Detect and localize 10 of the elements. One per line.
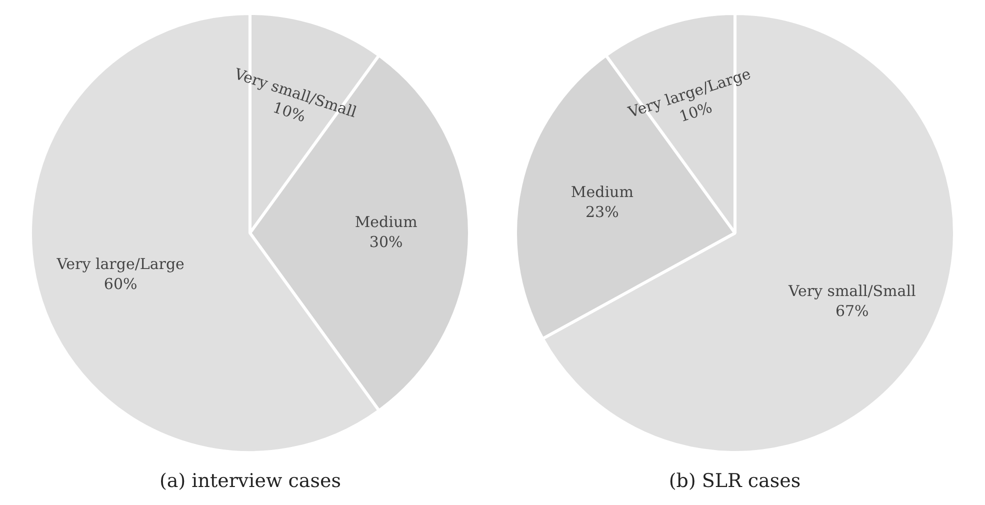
slice-label: Medium bbox=[570, 183, 634, 202]
slice-label: Very small/Small bbox=[787, 282, 916, 300]
slice-label: Very large/Large bbox=[56, 254, 185, 273]
slice-label: Medium bbox=[355, 212, 418, 231]
data-label: 30% bbox=[370, 232, 404, 251]
data-label: 67% bbox=[835, 302, 869, 320]
text: (a) interview cases bbox=[159, 470, 342, 492]
text: (b) SLR cases bbox=[668, 470, 801, 492]
data-label: 60% bbox=[104, 274, 138, 293]
data-label: 23% bbox=[585, 203, 619, 222]
